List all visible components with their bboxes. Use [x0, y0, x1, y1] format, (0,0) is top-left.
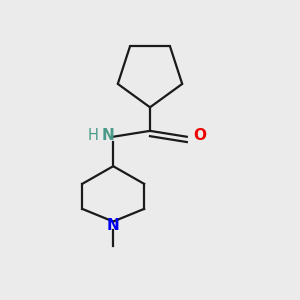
Text: N: N	[101, 128, 114, 143]
Text: O: O	[193, 128, 206, 143]
Text: H: H	[88, 128, 99, 143]
Text: N: N	[107, 218, 120, 232]
